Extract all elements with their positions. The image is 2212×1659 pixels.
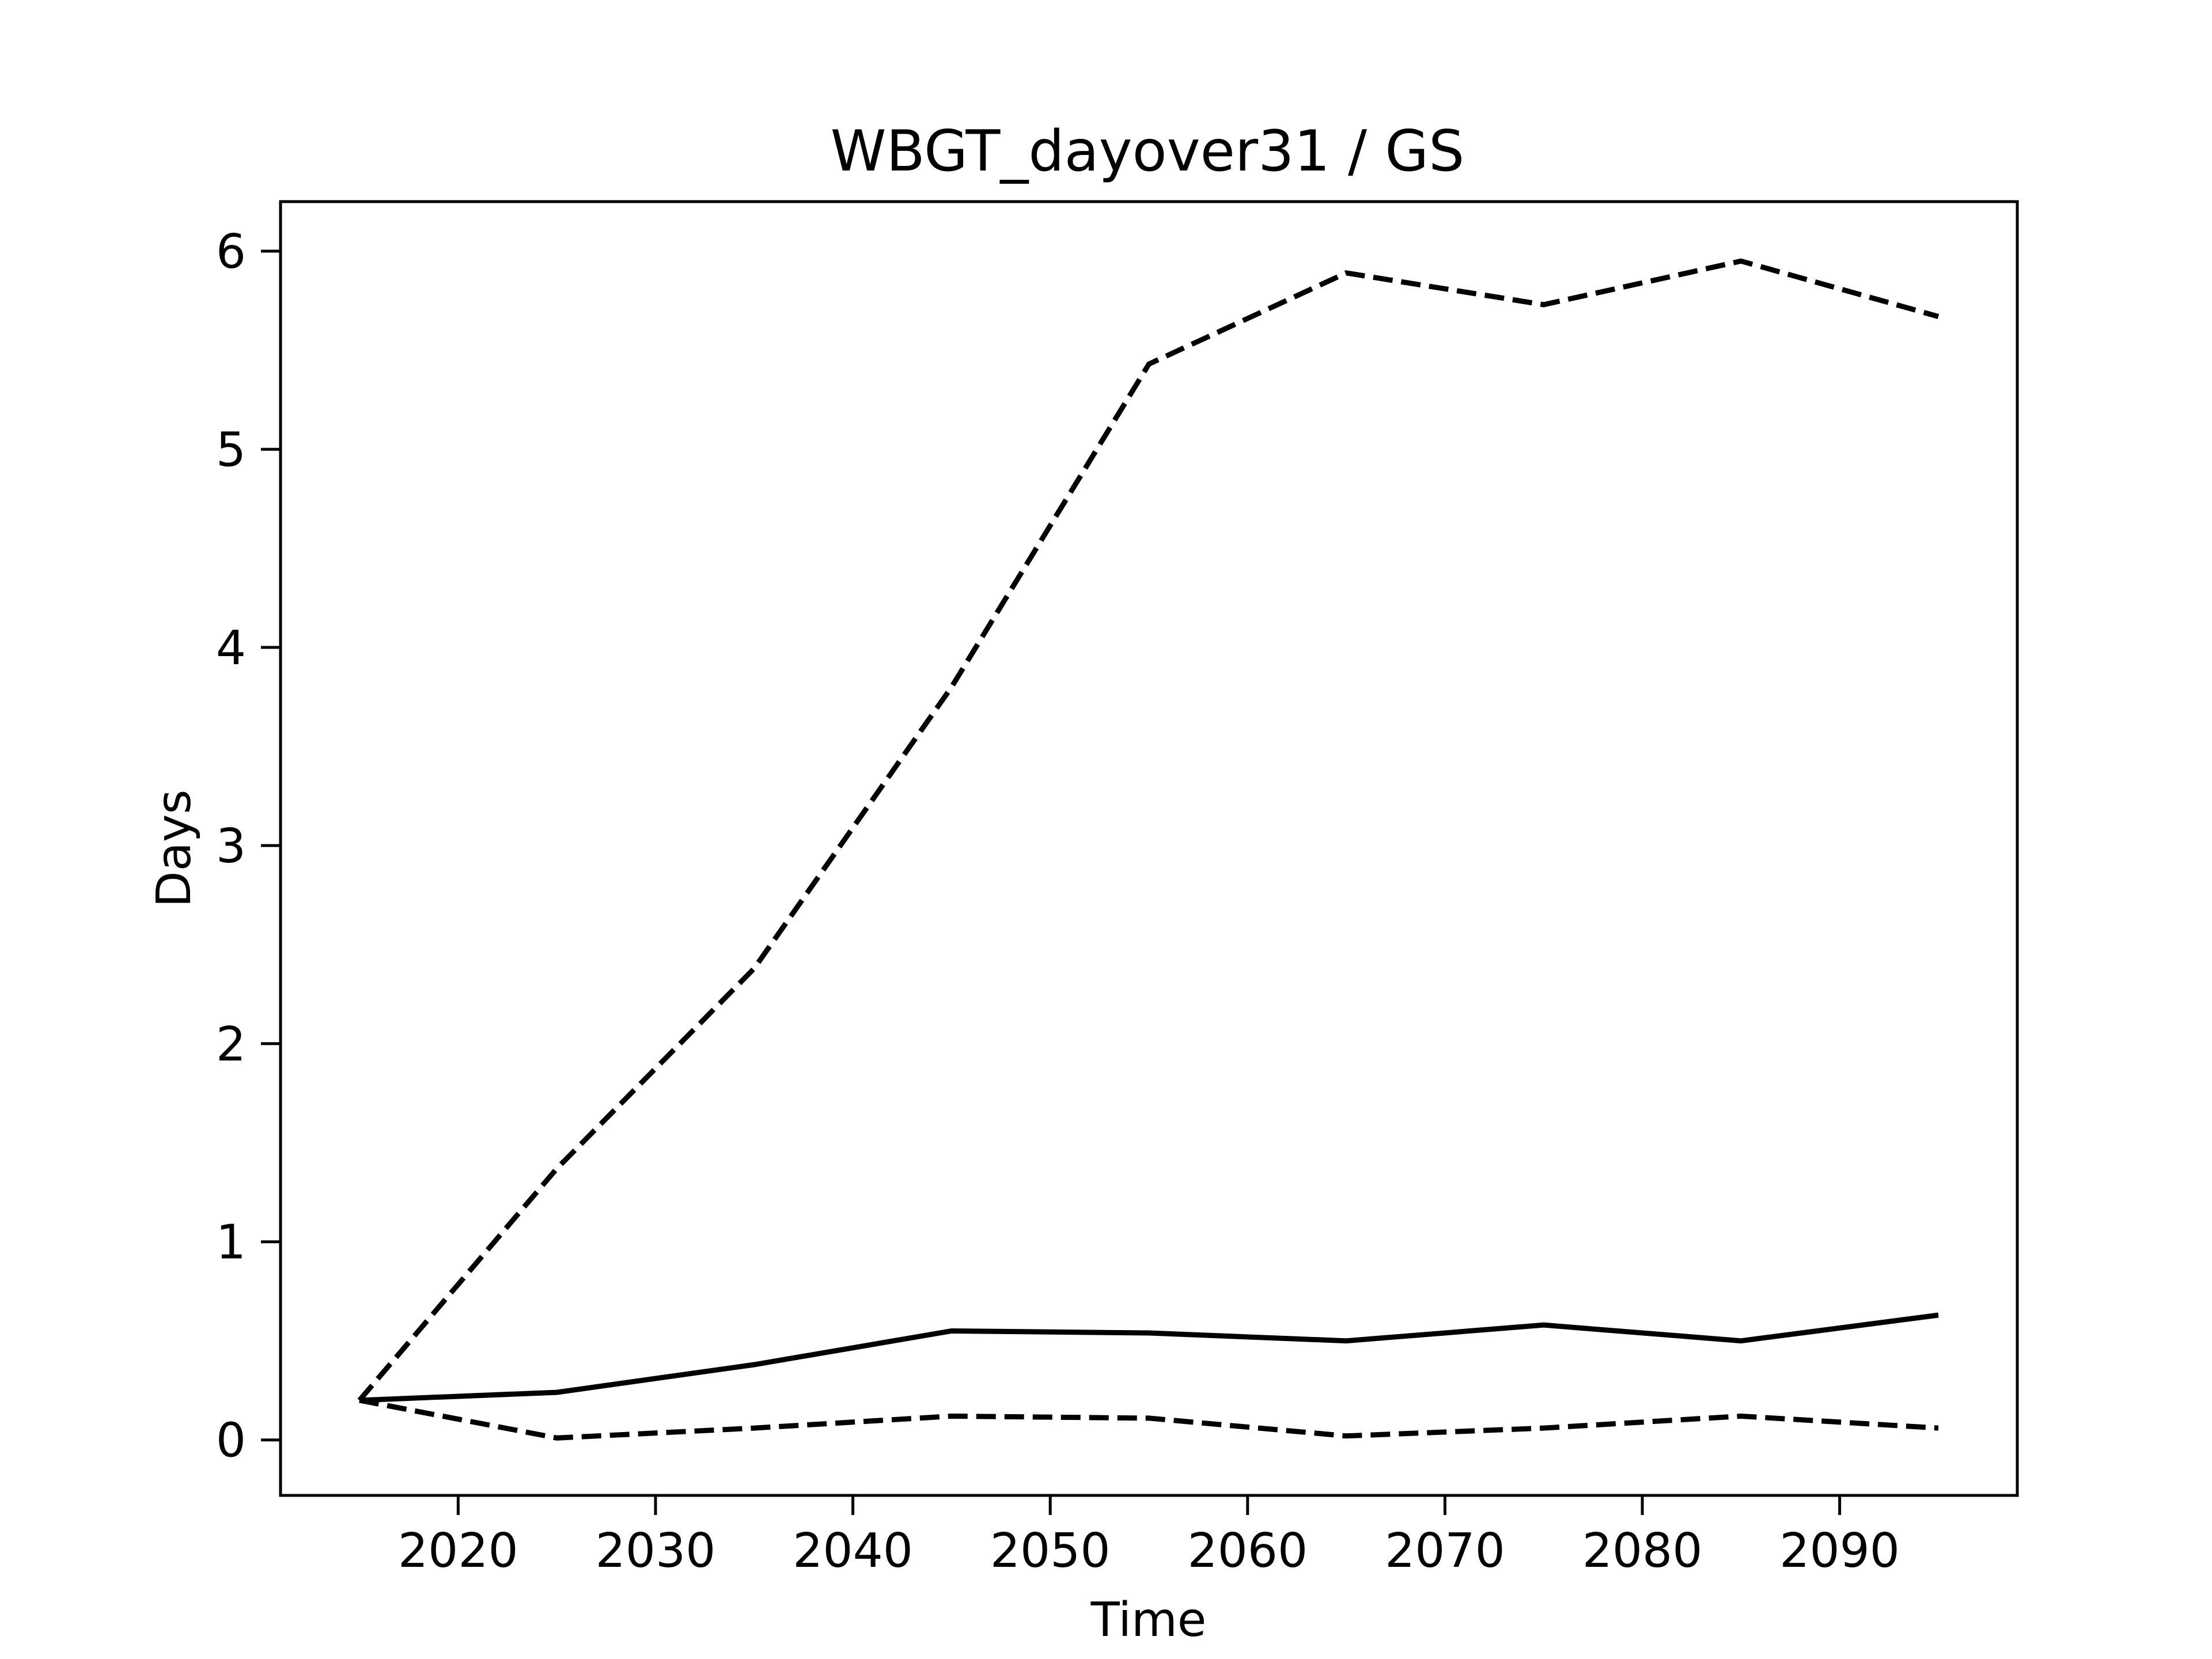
y-axis: 0 1 2 3 4 5 6 bbox=[216, 225, 281, 1468]
x-tick-label: 2050 bbox=[990, 1524, 1111, 1578]
series-line-1-dashed bbox=[357, 258, 1940, 1402]
series-line-2-solid bbox=[359, 1312, 1939, 1403]
plot-frame bbox=[279, 200, 2019, 1497]
x-tick-label: 2070 bbox=[1385, 1524, 1505, 1578]
x-axis-label: Time bbox=[1090, 1593, 1207, 1647]
y-tick-label: 6 bbox=[216, 225, 246, 279]
y-axis-label: Days bbox=[147, 790, 202, 908]
y-tick-label: 0 bbox=[216, 1414, 246, 1468]
x-tick-label: 2060 bbox=[1187, 1524, 1308, 1578]
chart-title: WBGT_dayover31 / GS bbox=[831, 119, 1465, 184]
x-tick-label: 2090 bbox=[1779, 1524, 1900, 1578]
y-tick-label: 5 bbox=[216, 423, 246, 478]
x-tick-label: 2040 bbox=[793, 1524, 913, 1578]
series-line-3-dashed bbox=[359, 1397, 1939, 1441]
y-tick-label: 4 bbox=[216, 621, 246, 676]
y-tick-label: 2 bbox=[216, 1017, 246, 1072]
y-tick-label: 1 bbox=[216, 1215, 246, 1270]
x-tick-label: 2030 bbox=[596, 1524, 716, 1578]
y-tick-label: 3 bbox=[216, 819, 246, 874]
x-axis: 2020 2030 2040 2050 2060 2070 2080 2090 bbox=[398, 1495, 1900, 1578]
x-tick-label: 2020 bbox=[398, 1524, 518, 1578]
series-layer bbox=[357, 258, 1940, 1441]
x-tick-label: 2080 bbox=[1582, 1524, 1703, 1578]
